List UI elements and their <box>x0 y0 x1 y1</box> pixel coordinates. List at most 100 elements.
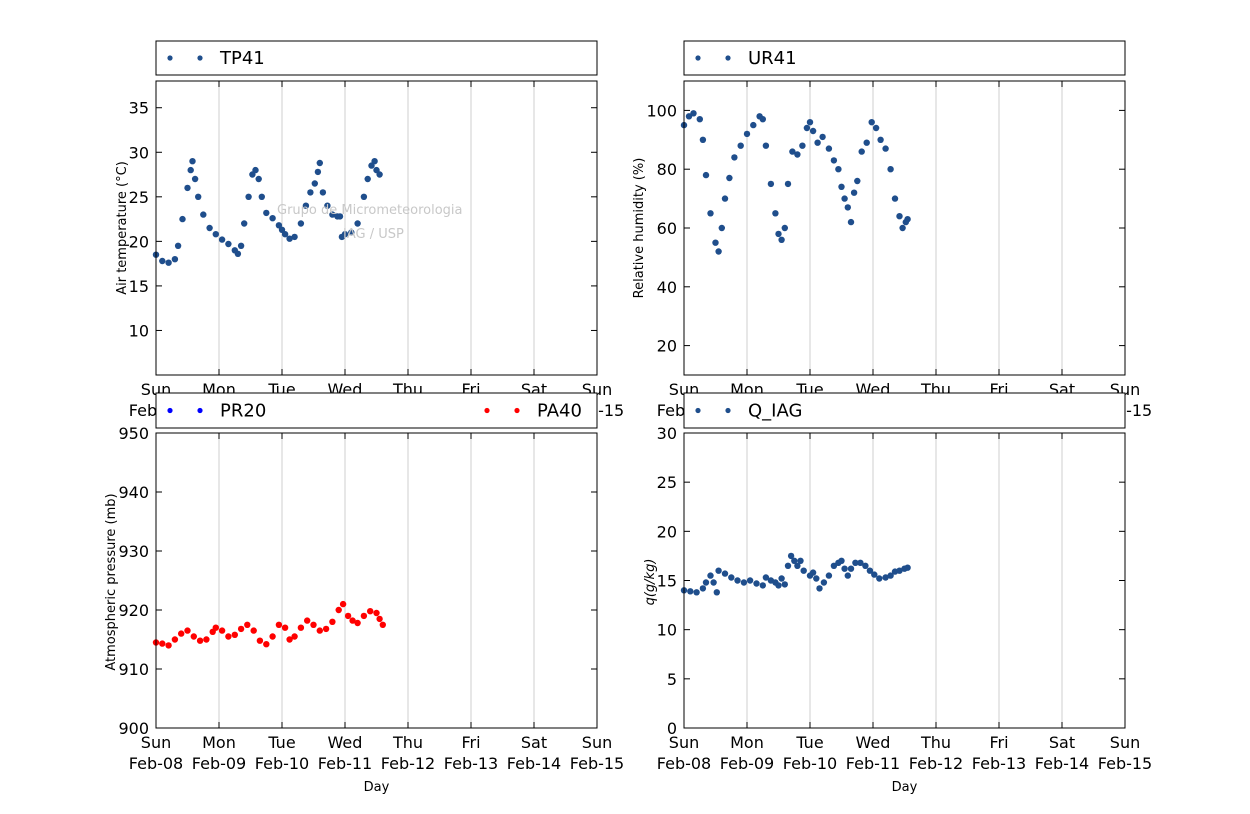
data-point <box>830 562 838 569</box>
data-point <box>314 168 322 176</box>
panels: Sun Feb-08 Mon Feb-09 Tue Feb-10 Wed Feb-11 Thu F… <box>104 40 1152 795</box>
data-point <box>726 174 733 182</box>
data-point <box>234 250 242 257</box>
y-tick-label: 15 <box>657 572 677 591</box>
data-point <box>367 608 374 615</box>
legend: Q_IAG <box>683 392 1126 429</box>
data-point <box>687 588 694 595</box>
data-point <box>809 127 817 135</box>
data-point <box>281 624 289 631</box>
data-point <box>847 218 855 226</box>
data-point <box>256 637 264 644</box>
data-point <box>690 110 697 117</box>
legend-marker <box>197 407 203 414</box>
y-tick-label: 60 <box>657 219 677 238</box>
data-point <box>203 636 210 643</box>
data-point <box>685 113 693 120</box>
data-point <box>882 145 889 152</box>
data-point <box>887 166 894 173</box>
x-tick-label-date: Feb-08 <box>129 754 183 773</box>
data-point <box>159 257 166 265</box>
data-point <box>794 151 801 158</box>
data-point <box>775 230 782 238</box>
legend-marker <box>514 407 520 414</box>
data-point <box>784 562 792 569</box>
x-tick-label-day: Sat <box>1049 733 1075 752</box>
data-point <box>319 189 327 196</box>
data-point <box>789 148 796 155</box>
x-axis-label: Day <box>892 780 918 795</box>
x-tick-label-day: Tue <box>267 733 295 752</box>
data-point <box>322 625 330 633</box>
data-point <box>891 195 899 202</box>
data-point <box>871 571 878 578</box>
data-point <box>291 233 298 241</box>
data-point <box>734 577 741 584</box>
axes-frame <box>155 432 598 729</box>
data-point <box>718 224 725 232</box>
y-tick-label: 5 <box>667 670 677 689</box>
legend-marker <box>484 407 490 414</box>
data-point <box>778 236 785 243</box>
data-point <box>311 180 318 187</box>
x-tick-label-date: Feb-11 <box>846 754 900 773</box>
data-point <box>373 609 380 617</box>
data-point <box>825 145 833 152</box>
data-point <box>354 619 361 627</box>
data-point <box>858 148 865 155</box>
data-point <box>212 231 219 238</box>
data-point <box>302 202 310 209</box>
data-point <box>171 256 179 263</box>
data-point <box>841 565 848 572</box>
x-tick-label-date: Feb-15 <box>1098 754 1152 773</box>
data-point <box>316 627 323 634</box>
y-tick-label: 940 <box>118 483 149 502</box>
data-point <box>379 621 386 628</box>
data-point <box>759 582 766 589</box>
data-point <box>809 569 817 576</box>
axes-frame <box>683 80 1126 376</box>
x-tick-label-date: Feb-12 <box>909 754 963 773</box>
data-point <box>286 636 293 643</box>
legend: PR20 PA40 <box>155 392 598 429</box>
data-point <box>263 209 270 217</box>
data-point <box>304 617 311 624</box>
y-tick-label: 30 <box>657 424 677 443</box>
data-point <box>179 215 186 223</box>
data-point <box>187 166 194 174</box>
data-point <box>835 166 842 173</box>
data-point <box>784 180 792 188</box>
watermark-line1: Grupo de Micrometeorologia <box>277 203 463 218</box>
x-tick-label-day: Tue <box>795 733 823 752</box>
series-tp41 <box>152 158 383 266</box>
data-point <box>376 615 383 623</box>
y-tick-label: 930 <box>118 542 149 561</box>
data-point <box>702 171 710 179</box>
y-axis-label: Air temperature (°C) <box>115 161 130 295</box>
data-point <box>316 159 323 167</box>
y-axis-label: Relative humidity (%) <box>632 158 647 299</box>
y-tick-label: 0 <box>667 719 677 738</box>
data-point <box>200 211 207 218</box>
y-tick-label: 920 <box>118 601 149 620</box>
data-point <box>275 621 283 628</box>
y-tick-label: 20 <box>657 337 677 356</box>
data-point <box>171 636 179 643</box>
watermark-line2: IAG / USP <box>343 227 404 242</box>
data-point <box>339 600 347 608</box>
y-tick-label: 10 <box>129 321 149 340</box>
legend-marker <box>167 407 173 414</box>
legend-box <box>155 392 598 429</box>
axes-frame <box>683 432 1126 729</box>
data-point <box>206 224 213 232</box>
data-point <box>844 572 851 579</box>
plot-area <box>156 433 597 728</box>
data-point <box>218 627 226 634</box>
data-point <box>712 239 719 246</box>
legend-box <box>683 392 1126 429</box>
data-point <box>813 575 820 582</box>
x-tick-label-date: Feb-13 <box>444 754 498 773</box>
legend-marker <box>197 55 203 61</box>
data-point <box>850 189 858 196</box>
